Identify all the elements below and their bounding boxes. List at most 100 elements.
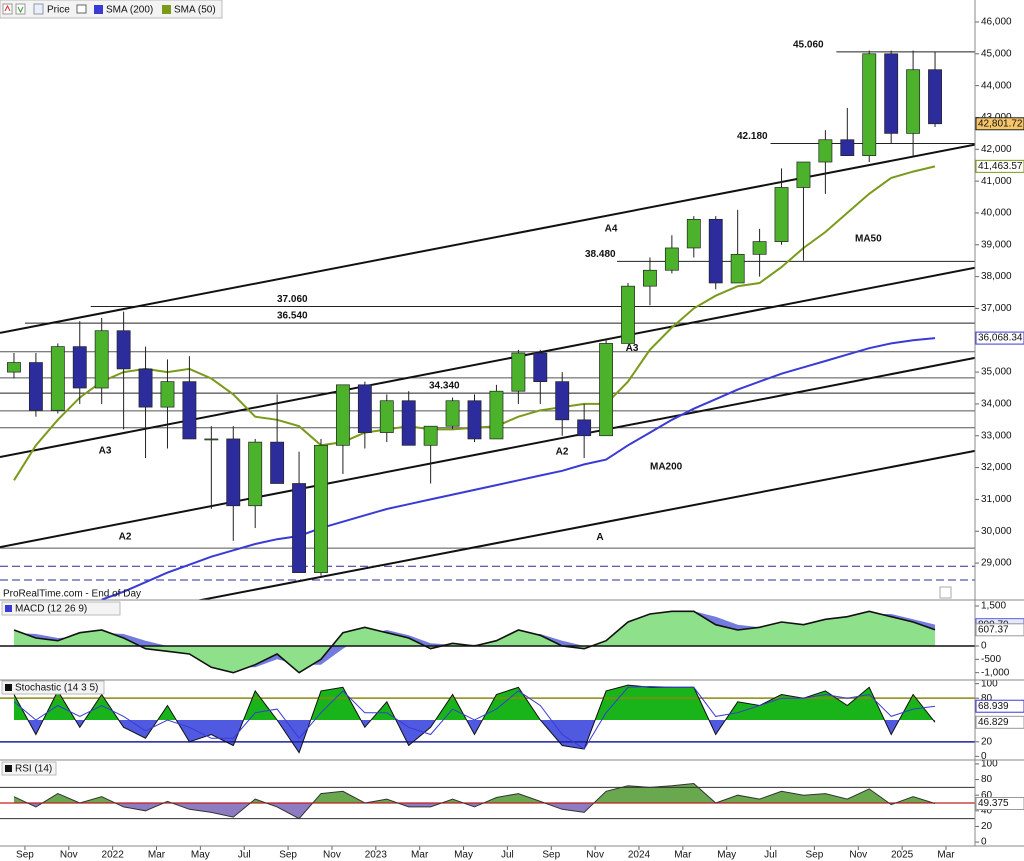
trend-label: A2 <box>556 447 569 458</box>
candle-body <box>555 381 570 421</box>
candle-body <box>489 390 504 440</box>
icon[interactable] <box>15 3 26 15</box>
value-tag: 42,801.72 <box>978 118 1023 129</box>
level-label: 42.180 <box>737 131 768 142</box>
y-tick-label: 100 <box>981 759 998 770</box>
y-tick-label: 80 <box>981 774 993 785</box>
panel-title: MACD (12 26 9) <box>1 601 121 616</box>
y-tick-label: 32,000 <box>981 462 1012 473</box>
x-tick-label: Mar <box>674 850 692 861</box>
panel-title-text: Stochastic (14 3 5) <box>15 683 98 694</box>
panel-title-box <box>1 761 57 776</box>
candle-body <box>884 53 899 134</box>
price-panel: 45.060 42.180 38.480 37.060 36.540 34.340 A4 A3… <box>0 40 975 600</box>
legend-label[interactable]: Price <box>47 5 70 16</box>
candle-body <box>730 253 745 284</box>
x-tick-label: Nov <box>60 850 78 861</box>
candle-body <box>752 241 767 255</box>
candle-body <box>818 139 833 163</box>
stochastic-panel <box>0 684 975 754</box>
value-tag: 49.375 <box>978 798 1009 809</box>
y-tick-label: 100 <box>981 678 998 689</box>
x-tick-label: Nov <box>849 850 867 861</box>
level-label: 45.060 <box>793 40 824 51</box>
x-tick-label: May <box>717 850 736 861</box>
x-tick-label: Mar <box>148 850 166 861</box>
candle-body <box>160 381 175 408</box>
candle-body <box>621 285 635 344</box>
y-tick-label: 40 <box>981 805 993 816</box>
candle-body <box>708 218 723 284</box>
candle-body <box>379 400 394 433</box>
icon <box>5 605 12 612</box>
value-tag-box <box>975 117 1024 131</box>
candle-body <box>50 346 65 411</box>
source-note: ProRealTime.com - End of Day <box>3 589 141 600</box>
y-tick-label: 41,000 <box>981 176 1012 187</box>
x-tick-label: May <box>191 850 210 861</box>
candle-body <box>467 400 482 440</box>
candle-body <box>335 384 350 446</box>
x-tick-label: Sep <box>542 850 560 861</box>
y-tick-label: 34,000 <box>981 399 1012 410</box>
level-label: 37.060 <box>277 294 308 305</box>
value-tag: 41,463.57 <box>978 161 1023 172</box>
y-tick-label: 80 <box>981 693 993 704</box>
candle-body <box>270 441 285 484</box>
x-tick-label: Sep <box>806 850 824 861</box>
legend-label[interactable]: SMA (50) <box>174 5 216 16</box>
value-tag-box <box>975 159 1024 173</box>
level-label: 34.340 <box>429 381 460 392</box>
y-tick-label: -1,000 <box>981 667 1010 678</box>
macd-panel <box>0 610 975 674</box>
level-label: 36.540 <box>277 311 308 322</box>
macd-area <box>13 611 936 673</box>
value-tag-box <box>975 623 1024 637</box>
plot-layer: 45.06042.18038.48037.06036.54034.340A4A3… <box>0 17 1024 861</box>
y-tick-label: 1,500 <box>981 601 1006 612</box>
oscillator-fill <box>13 720 936 753</box>
legend-swatch <box>162 5 171 14</box>
candle-body <box>599 343 614 437</box>
legend: Price SMA (200) SMA (50) <box>0 0 223 19</box>
candle-body <box>182 381 197 440</box>
annotation: MA50 <box>855 234 882 245</box>
y-tick-label: 40,000 <box>981 208 1012 219</box>
icon-glyph <box>17 6 24 14</box>
x-tick-label: 2025 <box>891 850 914 861</box>
y-tick-label: 0 <box>981 751 987 762</box>
candle-body <box>423 425 438 446</box>
icon <box>5 765 12 772</box>
panel-title-box <box>1 680 105 695</box>
y-tick-label: -500 <box>981 654 1001 665</box>
value-tag-box <box>975 796 1024 810</box>
value-tag: 36,068.34 <box>978 333 1023 344</box>
trend-label: A3 <box>626 343 639 354</box>
x-tick-label: Sep <box>16 850 34 861</box>
candle-body <box>116 330 131 370</box>
y-tick-label: 31,000 <box>981 494 1012 505</box>
candle-body <box>643 269 657 287</box>
x-tick-label: 2022 <box>102 850 125 861</box>
y-tick-label: 30,000 <box>981 526 1012 537</box>
x-tick-label: Mar <box>937 850 955 861</box>
candle-body <box>357 384 372 433</box>
x-tick-label: Nov <box>586 850 604 861</box>
y-tick-label: 20 <box>981 821 993 832</box>
candle-body <box>314 444 328 573</box>
x-tick-label: Mar <box>411 850 429 861</box>
icon[interactable] <box>2 3 13 15</box>
y-tick-label: 45,000 <box>981 48 1012 59</box>
candle-body <box>72 346 87 389</box>
icon[interactable] <box>33 3 44 15</box>
x-tick-label: Nov <box>323 850 341 861</box>
y-tick-label: 38,000 <box>981 271 1012 282</box>
y-tick-label: 0 <box>981 837 987 848</box>
y-tick-label: 46,000 <box>981 17 1012 28</box>
panel-title-box <box>1 601 121 616</box>
info-icon[interactable] <box>939 586 952 599</box>
legend-swatch <box>94 5 103 14</box>
legend-label[interactable]: SMA (200) <box>106 5 153 16</box>
icon[interactable] <box>76 4 87 14</box>
